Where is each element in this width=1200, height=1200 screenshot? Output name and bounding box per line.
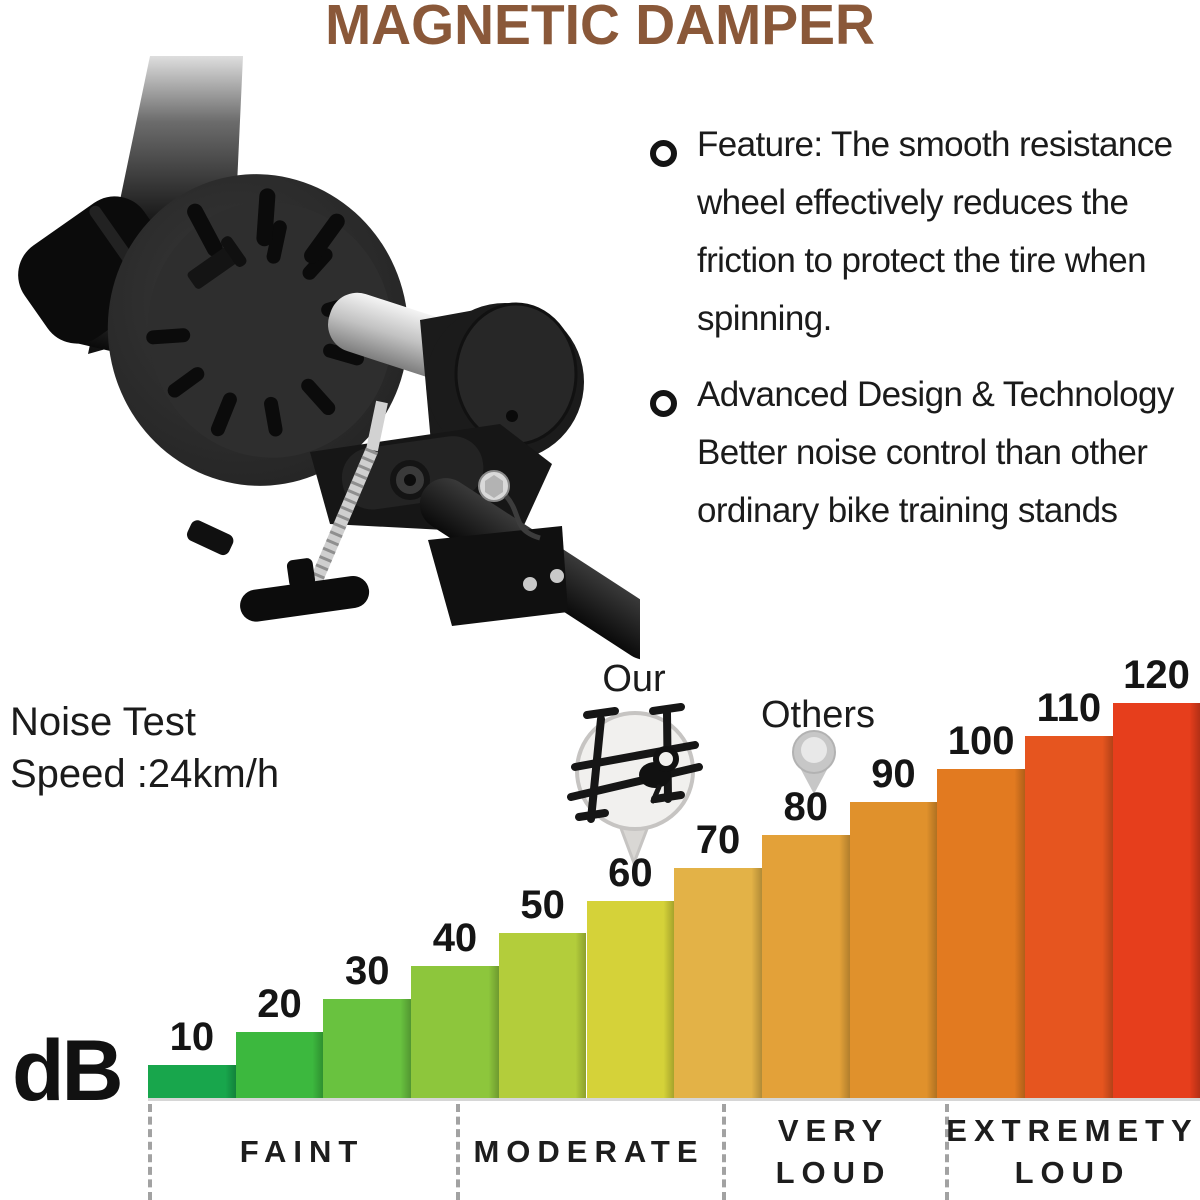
feature-bullet-2: Advanced Design & Technology Better nois… (697, 375, 1174, 530)
bar-90-db (849, 801, 938, 1100)
bar-value-label: 70 (695, 817, 741, 862)
bar-value-label: 50 (520, 883, 565, 928)
others-marker-label: Others (760, 694, 876, 736)
others-pin-marker (792, 730, 836, 794)
our-marker-label: Our (602, 658, 666, 700)
bar-40-db (411, 966, 499, 1100)
bar-10-db (148, 1065, 236, 1100)
threaded-rod (366, 400, 388, 452)
zone-separator (456, 1104, 460, 1200)
bar-100-db (937, 768, 1025, 1100)
bar-70-db (674, 867, 762, 1100)
bar-80-db (761, 834, 850, 1100)
bar-value-label: 110 (1036, 686, 1102, 730)
mini-trainer-icon (567, 703, 703, 823)
noise-test-note: Noise Test Speed :24km/h (10, 700, 280, 796)
bar-value-label: 120 (1123, 653, 1190, 698)
zone-label-faint: FAINT (239, 1134, 365, 1169)
bar-value-label: 90 (871, 751, 916, 796)
mount-plate (428, 526, 568, 626)
bar-110-db (1025, 736, 1113, 1100)
zone-separator (945, 1104, 949, 1200)
db-axis-label: dB (12, 1023, 124, 1119)
bar-value-label: 30 (344, 949, 390, 994)
zone-label-extremety-loud: EXTREMETY LOUD (946, 1113, 1199, 1190)
bar-50-db (498, 933, 587, 1100)
zone-separator (148, 1104, 152, 1200)
t-knob (240, 558, 370, 622)
zone-label-very-loud: VERY LOUD (775, 1113, 892, 1190)
bar-20-db (235, 1032, 324, 1100)
resistance-cap (420, 302, 584, 461)
bar-value-label: 80 (783, 784, 828, 829)
bike-trainer-photo (18, 56, 640, 660)
bar-value-label: 20 (257, 982, 302, 1027)
bullet-icon (650, 140, 677, 167)
page-title: MAGNETIC DAMPER (325, 0, 875, 57)
bar-value-label: 100 (947, 718, 1015, 763)
feature-bullet-1: Feature: The smooth resistance wheel eff… (697, 125, 1173, 338)
bullet-icon (650, 390, 677, 417)
bar-value-label: 40 (432, 916, 478, 961)
zone-separator (722, 1104, 726, 1200)
bar-60-db (586, 900, 675, 1100)
bar-value-label: 10 (169, 1015, 215, 1059)
disc-bracket (187, 236, 247, 289)
bar-30-db (323, 999, 412, 1100)
our-balloon-marker (567, 703, 703, 868)
clamp-assembly (240, 400, 640, 660)
bar-value-label: 60 (608, 850, 653, 895)
zone-label-moderate: MODERATE (473, 1134, 705, 1169)
chart-baseline (148, 1098, 1200, 1101)
bar-120-db (1112, 703, 1200, 1100)
